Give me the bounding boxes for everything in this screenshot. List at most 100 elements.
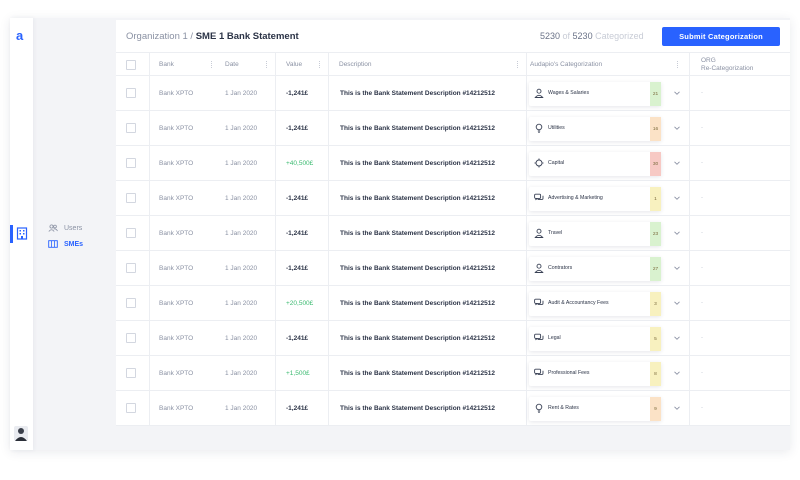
org-recategorization-cell[interactable]: -	[701, 230, 703, 236]
date-cell: 1 Jan 2020	[225, 404, 258, 412]
org-recategorization-cell[interactable]: -	[701, 370, 703, 376]
row-checkbox[interactable]	[126, 88, 136, 98]
row-checkbox[interactable]	[126, 298, 136, 308]
category-dropdown[interactable]: Contrators 27	[529, 257, 661, 281]
table-row[interactable]: Bank XPTO 1 Jan 2020 -1,241£ This is the Ba…	[116, 251, 790, 286]
row-select-cell	[126, 321, 136, 355]
column-resize-handle[interactable]	[211, 61, 212, 68]
table-row[interactable]: Bank XPTO 1 Jan 2020 -1,241£ This is the Ba…	[116, 216, 790, 251]
category-dropdown[interactable]: Professional Fees 8	[529, 362, 661, 386]
description-cell: This is the Bank Statement Description #…	[340, 124, 495, 132]
select-all-cell	[126, 53, 136, 76]
column-resize-handle[interactable]	[319, 61, 320, 68]
bank-cell: Bank XPTO	[159, 264, 194, 272]
value-cell: -1,241£	[286, 124, 309, 132]
chevron-down-icon[interactable]	[673, 299, 681, 307]
org-recategorization-cell[interactable]: -	[701, 335, 703, 341]
category-label: Rent & Rates	[548, 405, 579, 411]
table-row[interactable]: Bank XPTO 1 Jan 2020 +20,500£ This is the B…	[116, 286, 790, 321]
row-checkbox[interactable]	[126, 193, 136, 203]
category-label: Legal	[548, 335, 561, 341]
bank-cell: Bank XPTO	[159, 229, 194, 237]
sidebar-item-smes[interactable]: SMEs	[48, 236, 110, 252]
row-checkbox[interactable]	[126, 263, 136, 273]
value-cell: -1,241£	[286, 334, 309, 342]
value-cell: -1,241£	[286, 404, 309, 412]
value-cell: -1,241£	[286, 89, 309, 97]
select-all-checkbox[interactable]	[126, 59, 136, 70]
page-header: Organization 1 / SME 1 Bank Statement 52…	[116, 20, 790, 53]
category-dropdown[interactable]: Travel 23	[529, 222, 661, 246]
column-header-date[interactable]: Date	[225, 53, 275, 76]
chevron-down-icon[interactable]	[673, 404, 681, 412]
org-recategorization-cell[interactable]: -	[701, 195, 703, 201]
org-recategorization-cell[interactable]: -	[701, 405, 703, 411]
date-cell: 1 Jan 2020	[225, 229, 258, 237]
category-dropdown[interactable]: Rent & Rates 9	[529, 397, 661, 421]
bank-cell: Bank XPTO	[159, 159, 194, 167]
column-header-value[interactable]: Value	[286, 53, 328, 76]
bank-cell: Bank XPTO	[159, 89, 194, 97]
column-header-org[interactable]: ORG Re-Categorization	[701, 56, 754, 72]
row-checkbox[interactable]	[126, 333, 136, 343]
counter-categorized: 5230	[540, 31, 561, 41]
sidebar-item-users[interactable]: Users	[48, 220, 110, 236]
chevron-down-icon[interactable]	[673, 89, 681, 97]
category-dropdown[interactable]: Legal 5	[529, 327, 661, 351]
table-row[interactable]: Bank XPTO 1 Jan 2020 -1,241£ This is the Ba…	[116, 76, 790, 111]
chevron-down-icon[interactable]	[673, 194, 681, 202]
org-recategorization-cell[interactable]: -	[701, 90, 703, 96]
row-checkbox[interactable]	[126, 158, 136, 168]
org-recategorization-cell[interactable]: -	[701, 160, 703, 166]
breadcrumb-org[interactable]: Organization 1	[126, 31, 188, 42]
category-label: Wages & Salaries	[548, 90, 590, 96]
person-icon	[534, 88, 544, 98]
column-resize-handle[interactable]	[517, 61, 518, 68]
category-dropdown[interactable]: Utilities 16	[529, 117, 661, 141]
table-row[interactable]: Bank XPTO 1 Jan 2020 +1,500£ This is the Ba…	[116, 356, 790, 391]
row-checkbox[interactable]	[126, 403, 136, 413]
app-logo[interactable]: a	[16, 28, 24, 43]
row-checkbox[interactable]	[126, 123, 136, 133]
value-cell: +40,500£	[286, 159, 314, 167]
chevron-down-icon[interactable]	[673, 229, 681, 237]
category-dropdown[interactable]: Audit & Accountancy Fees 3	[529, 292, 661, 316]
column-resize-handle[interactable]	[266, 61, 267, 68]
table-row[interactable]: Bank XPTO 1 Jan 2020 +40,500£ This is the B…	[116, 146, 790, 181]
category-dropdown[interactable]: Capital 30	[529, 152, 661, 176]
submit-categorization-button[interactable]: Submit Categorization	[662, 27, 780, 46]
org-recategorization-cell[interactable]: -	[701, 125, 703, 131]
date-cell: 1 Jan 2020	[225, 334, 258, 342]
column-header-description[interactable]: Description	[339, 53, 526, 76]
counter-of: of	[560, 31, 573, 41]
row-select-cell	[126, 76, 136, 110]
chevron-down-icon[interactable]	[673, 159, 681, 167]
breadcrumb: Organization 1 / SME 1 Bank Statement	[126, 31, 299, 42]
table-row[interactable]: Bank XPTO 1 Jan 2020 -1,241£ This is the Ba…	[116, 181, 790, 216]
confidence-score: 30	[650, 152, 661, 176]
chevron-down-icon[interactable]	[673, 334, 681, 342]
value-cell: -1,241£	[286, 229, 309, 237]
row-checkbox[interactable]	[126, 228, 136, 238]
confidence-score: 9	[650, 397, 661, 421]
date-cell: 1 Jan 2020	[225, 89, 258, 97]
table-row[interactable]: Bank XPTO 1 Jan 2020 -1,241£ This is the Ba…	[116, 321, 790, 356]
building-icon[interactable]	[16, 227, 28, 240]
date-cell: 1 Jan 2020	[225, 369, 258, 377]
column-resize-handle[interactable]	[677, 61, 678, 68]
categorized-counter: 5230 of 5230 Categorized	[540, 31, 644, 41]
table-row[interactable]: Bank XPTO 1 Jan 2020 -1,241£ This is the Ba…	[116, 391, 790, 426]
chevron-down-icon[interactable]	[673, 369, 681, 377]
chevron-down-icon[interactable]	[673, 264, 681, 272]
bank-cell: Bank XPTO	[159, 299, 194, 307]
table-row[interactable]: Bank XPTO 1 Jan 2020 -1,241£ This is the Ba…	[116, 111, 790, 146]
column-header-bank[interactable]: Bank	[159, 53, 220, 76]
org-recategorization-cell[interactable]: -	[701, 265, 703, 271]
org-recategorization-cell[interactable]: -	[701, 300, 703, 306]
avatar[interactable]	[14, 426, 28, 441]
column-header-audapio[interactable]: Audapio's Categorization	[530, 53, 686, 76]
category-dropdown[interactable]: Advertising & Marketing 1	[529, 187, 661, 211]
category-dropdown[interactable]: Wages & Salaries 21	[529, 82, 661, 106]
row-checkbox[interactable]	[126, 368, 136, 378]
chevron-down-icon[interactable]	[673, 124, 681, 132]
